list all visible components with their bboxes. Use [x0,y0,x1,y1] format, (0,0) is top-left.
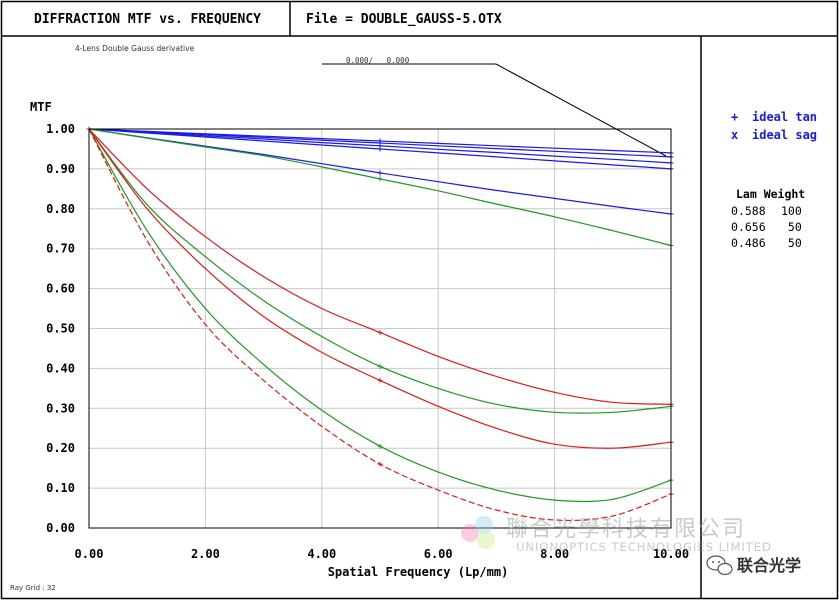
wavelength-2-weight: 50 [781,220,802,234]
legend-label-tan: ideal tan [752,110,817,124]
x-tick-label: 8.00 [540,547,569,561]
wavelength-2-lam: 0.656 [731,220,766,234]
field-label: 0.000/ 0.000 [346,56,410,65]
x-tick-label: 2.00 [191,547,220,561]
legend-marker-tan: + [731,110,738,124]
y-axis-title: MTF [30,100,52,114]
watermark-company-en: UNIONOPTICS TECHNOLOGIES LIMITED [516,540,772,554]
wechat-icon [706,555,733,576]
watermark-company-cn: 聯合光學科技有限公司 [506,517,746,542]
mtf-series-line-8 [88,128,672,414]
ray-grid-label: Ray Grid : 32 [10,584,56,592]
mtf-series-line-10 [88,128,672,503]
x-tick-label: 6.00 [424,547,453,561]
file-label: File = DOUBLE_GAUSS-5.OTX [306,12,502,27]
plot-subtitle: 4-Lens Double Gauss derivative [75,44,195,53]
watermark: 聯合光學科技有限公司 UNIONOPTICS TECHNOLOGIES LIMI… [461,516,772,554]
data-marker [377,170,383,176]
x-tick-label: 4.00 [307,547,336,561]
data-marker [377,146,383,152]
wavelength-1-lam: 0.588 [731,204,766,218]
data-marker [377,461,383,467]
x-tick-label: 10.00 [653,547,689,561]
chart-title: DIFFRACTION MTF vs. FREQUENCY [34,12,261,27]
mtf-series-line-11 [88,128,672,522]
field-leader-diagonal [495,63,667,157]
wavelength-3-lam: 0.486 [731,236,766,250]
y-tick-label: 0.00 [46,521,75,535]
mtf-series-line-9 [88,128,672,449]
x-tick-label: 0.00 [75,547,104,561]
data-marker [377,377,383,383]
wavelength-header: Lam Weight [736,187,805,201]
wavelength-3-weight: 50 [781,236,802,250]
legend: + ideal tan x ideal sag Lam Weight 0.588… [731,110,817,250]
x-axis-title: Spatial Frequency (Lp/mm) [328,565,509,579]
wechat-badge: 联合光学 [706,555,801,576]
y-tick-label: 0.50 [46,322,75,336]
y-tick-label: 0.90 [46,162,75,176]
plot-area [88,128,672,529]
watermark-logo-icon [461,516,495,549]
data-marker [377,363,383,369]
data-marker [377,176,383,182]
y-tick-label: 0.60 [46,282,75,296]
wavelength-1-weight: 100 [781,204,802,218]
y-tick-label: 0.30 [46,401,75,415]
y-tick-label: 0.20 [46,441,75,455]
y-tick-label: 0.10 [46,481,75,495]
mtf-curves [86,126,674,522]
y-tick-label: 0.70 [46,242,75,256]
axis-ticks: 0.00 2.00 4.00 6.00 8.00 10.00 0.00 0.10 0.20 0.3… [46,122,689,561]
data-marker [377,443,383,449]
y-tick-label: 0.40 [46,361,75,375]
y-tick-label: 0.80 [46,202,75,216]
mtf-series-line-7 [88,128,672,405]
wechat-account-name: 联合光学 [737,556,801,575]
legend-label-sag: ideal sag [752,128,817,142]
data-marker [377,329,383,335]
y-tick-label: 1.00 [46,122,75,136]
legend-marker-sag: x [731,128,738,142]
